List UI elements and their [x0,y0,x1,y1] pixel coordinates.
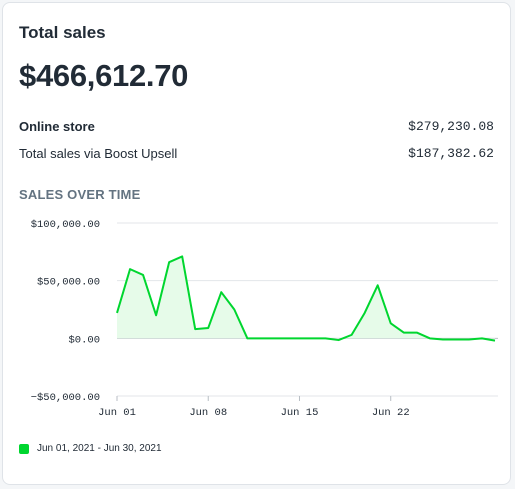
boost-upsell-value: $187,382.62 [408,146,494,161]
x-tick-label: Jun 08 [189,407,227,419]
series-area [117,256,495,341]
y-tick-label: $50,000.00 [37,277,100,289]
legend-label: Jun 01, 2021 - Jun 30, 2021 [37,443,162,454]
y-tick-label: $100,000.00 [31,219,100,231]
legend-swatch [19,443,29,454]
y-tick-label: −$50,000.00 [31,392,100,404]
y-tick-label: $0.00 [68,334,100,346]
total-sales-value: $466,612.70 [19,58,189,93]
total-sales-card: Total sales $466,612.70 Online store $27… [2,2,511,485]
x-tick-label: Jun 01 [98,407,136,419]
chart-legend: Jun 01, 2021 - Jun 30, 2021 [19,443,162,454]
online-store-value: $279,230.08 [408,119,494,134]
sales-over-time-chart: $100,000.00 $50,000.00 $0.00 −$50,000.00 Jun… [31,219,498,419]
section-title: SALES OVER TIME [19,187,141,202]
card-title: Total sales [19,23,106,42]
series-line [116,255,496,342]
online-store-label: Online store [19,119,95,134]
boost-upsell-label: Total sales via Boost Upsell [19,146,178,161]
x-tick-label: Jun 15 [281,407,319,419]
x-tick-label: Jun 22 [372,407,410,419]
